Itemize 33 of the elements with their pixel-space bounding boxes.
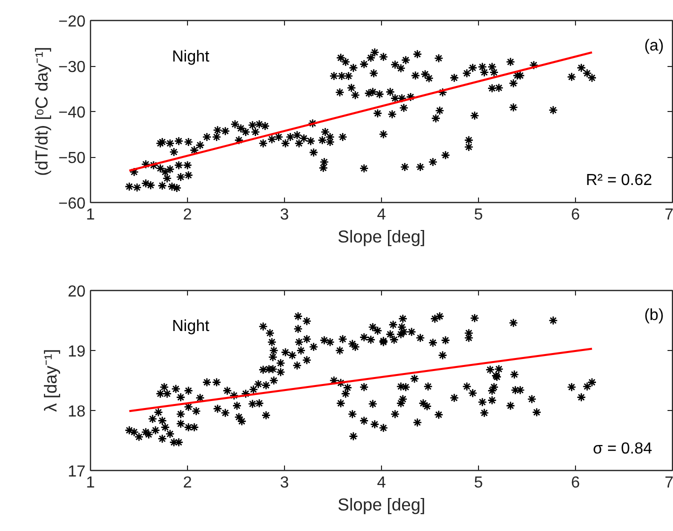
x-tick-label: 2 <box>183 206 192 224</box>
y-axis-title: (dT/dt) [ᵒC day⁻¹] <box>31 46 52 176</box>
x-tick-label: 7 <box>664 206 673 224</box>
y-tick-label: −20 <box>58 14 86 30</box>
annotation: Night <box>172 318 210 335</box>
x-tick-label: 1 <box>86 474 96 492</box>
y-tick-label: 18 <box>68 404 86 420</box>
annotation: (a) <box>644 37 664 54</box>
x-tick-label: 2 <box>183 474 192 492</box>
x-tick-label: 7 <box>664 474 673 492</box>
annotation: R² = 0.62 <box>586 172 652 190</box>
y-tick-label: −40 <box>58 104 86 122</box>
x-tick-label: 1 <box>86 206 96 224</box>
x-tick-label: 5 <box>474 206 484 224</box>
y-tick-label: −60 <box>58 196 86 212</box>
x-tick-label: 4 <box>377 474 386 492</box>
x-tick-label: 4 <box>377 206 386 224</box>
y-tick-label: 20 <box>68 284 86 300</box>
x-tick-label: 5 <box>474 474 484 492</box>
x-tick-label: 6 <box>571 206 580 224</box>
annotation: Night <box>172 48 210 66</box>
y-tick-label: 17 <box>68 464 86 480</box>
annotation: (b) <box>644 307 664 324</box>
x-axis-title: Slope [deg] <box>338 494 426 514</box>
y-axis-title: λ [day⁻¹] <box>40 349 61 412</box>
x-tick-label: 6 <box>571 474 580 492</box>
y-tick-label: −30 <box>58 59 86 76</box>
y-tick-label: 19 <box>68 344 86 360</box>
y-tick-label: −50 <box>58 150 86 167</box>
x-tick-label: 3 <box>280 474 290 492</box>
annotation: σ = 0.84 <box>592 440 652 458</box>
x-tick-label: 3 <box>280 206 290 224</box>
x-axis-title: Slope [deg] <box>338 226 426 246</box>
